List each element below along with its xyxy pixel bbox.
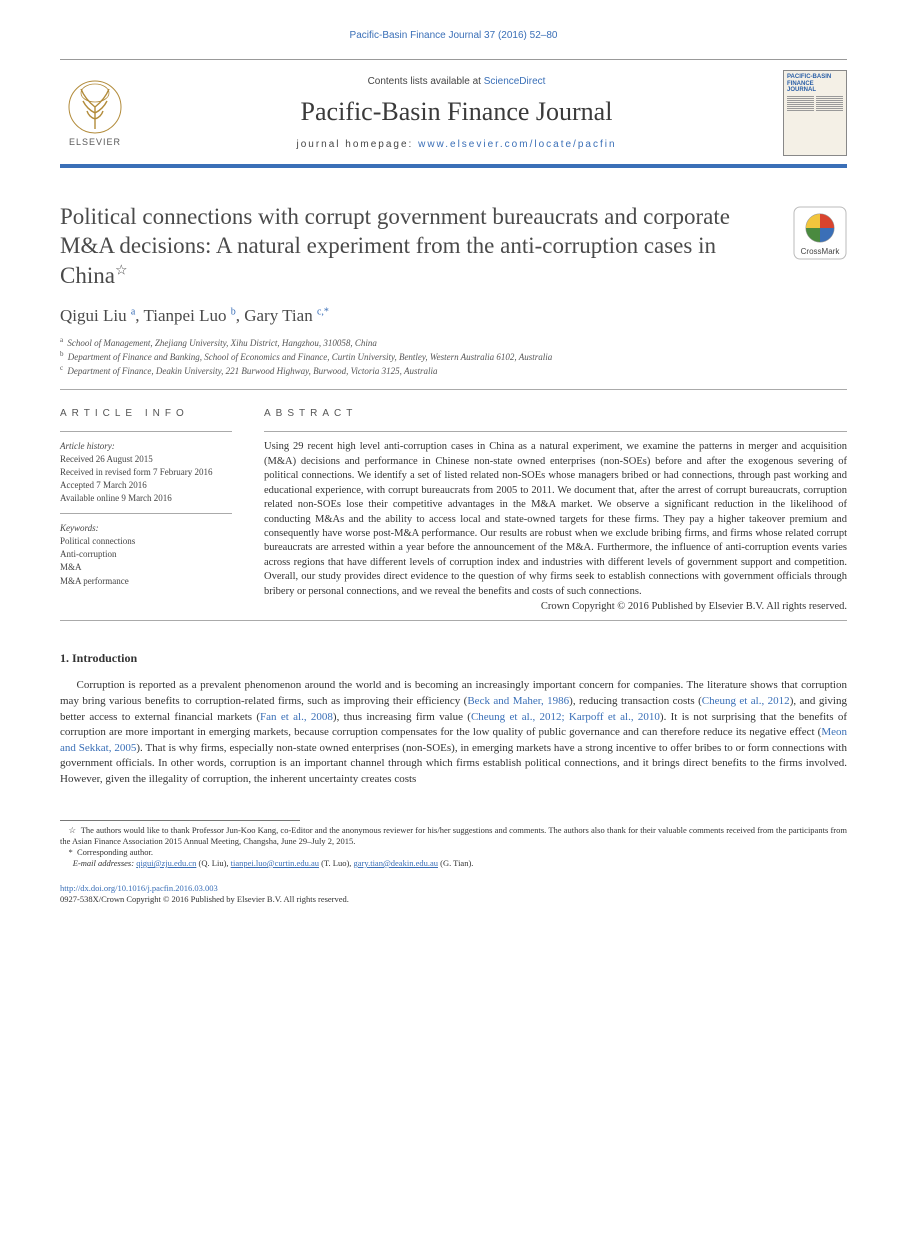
- keywords-label: Keywords:: [60, 522, 232, 535]
- footnote-acknowledgement: ☆ The authors would like to thank Profes…: [60, 825, 847, 847]
- history-revised: Received in revised form 7 February 2016: [60, 466, 232, 479]
- footnote-star-icon: ☆: [69, 825, 77, 835]
- cover-thumb-title: PACIFIC-BASIN FINANCE JOURNAL: [787, 74, 843, 94]
- article-history: Article history: Received 26 August 2015…: [60, 440, 232, 505]
- intro-paragraph: Corruption is reported as a prevalent ph…: [60, 678, 847, 787]
- corresponding-author-marker: *: [324, 307, 329, 318]
- keyword-4: M&A performance: [60, 575, 232, 588]
- affiliation-b: b Department of Finance and Banking, Sch…: [60, 350, 847, 364]
- authors-line: Qigui Liu a, Tianpei Luo b, Gary Tian c,…: [60, 306, 847, 326]
- journal-cover-thumb: PACIFIC-BASIN FINANCE JOURNAL: [783, 70, 847, 156]
- author-2: Tianpei Luo b: [144, 306, 236, 325]
- history-online: Available online 9 March 2016: [60, 492, 232, 505]
- citation-link[interactable]: Fan et al., 2008: [260, 711, 333, 723]
- abstract-label: abstract: [264, 408, 847, 419]
- elsevier-tree-icon: [67, 79, 123, 135]
- footnote-corresponding: * Corresponding author.: [60, 847, 847, 858]
- email-link-1[interactable]: qigui@zju.edu.cn: [136, 858, 196, 868]
- keywords-block: Keywords: Political connections Anti-cor…: [60, 522, 232, 587]
- title-footnote-star: ☆: [115, 263, 128, 278]
- sciencedirect-link[interactable]: ScienceDirect: [484, 76, 546, 87]
- title-text: Political connections with corrupt gover…: [60, 204, 730, 288]
- citation-link[interactable]: Cheung et al., 2012; Karpoff et al., 201…: [471, 711, 660, 723]
- abstract-copyright: Crown Copyright © 2016 Published by Else…: [264, 601, 847, 612]
- issn-rights-line: 0927-538X/Crown Copyright © 2016 Publish…: [60, 894, 349, 904]
- homepage-line: journal homepage: www.elsevier.com/locat…: [142, 139, 771, 150]
- crossmark-label: CrossMark: [801, 247, 841, 256]
- masthead: ELSEVIER Contents lists available at Sci…: [60, 59, 847, 168]
- article-info-label: article info: [60, 408, 232, 419]
- publisher-name: ELSEVIER: [69, 137, 121, 147]
- article-info-column: article info Article history: Received 2…: [60, 408, 232, 612]
- section-1-heading: 1. Introduction: [60, 651, 847, 666]
- affiliation-c: c Department of Finance, Deakin Universi…: [60, 364, 847, 378]
- abstract-text: Using 29 recent high level anti-corrupti…: [264, 440, 847, 599]
- citation-link[interactable]: Beck and Maher, 1986: [467, 695, 569, 707]
- homepage-prefix: journal homepage:: [296, 139, 418, 150]
- elsevier-logo: ELSEVIER: [60, 74, 130, 152]
- masthead-center: Contents lists available at ScienceDirec…: [142, 76, 771, 150]
- article-title: Political connections with corrupt gover…: [60, 202, 773, 290]
- history-accepted: Accepted 7 March 2016: [60, 479, 232, 492]
- author-3: Gary Tian c,*: [244, 306, 329, 325]
- keyword-2: Anti-corruption: [60, 548, 232, 561]
- citation-link[interactable]: Meon and Sekkat, 2005: [60, 726, 847, 754]
- keyword-1: Political connections: [60, 535, 232, 548]
- affiliations: a School of Management, Zhejiang Univers…: [60, 336, 847, 390]
- contents-line: Contents lists available at ScienceDirec…: [142, 76, 771, 87]
- doi-link[interactable]: http://dx.doi.org/10.1016/j.pacfin.2016.…: [60, 883, 218, 893]
- footnote-emails: E-mail addresses: qigui@zju.edu.cn (Q. L…: [60, 858, 847, 869]
- affiliation-a: a School of Management, Zhejiang Univers…: [60, 336, 847, 350]
- history-received: Received 26 August 2015: [60, 453, 232, 466]
- author-1: Qigui Liu a: [60, 306, 135, 325]
- running-head: Pacific-Basin Finance Journal 37 (2016) …: [60, 30, 847, 41]
- crossmark-icon[interactable]: CrossMark: [793, 206, 847, 260]
- doi-block: http://dx.doi.org/10.1016/j.pacfin.2016.…: [60, 883, 847, 905]
- email-link-3[interactable]: gary.tian@deakin.edu.au: [354, 858, 438, 868]
- abstract-column: abstract Using 29 recent high level anti…: [264, 408, 847, 612]
- contents-prefix: Contents lists available at: [368, 76, 484, 87]
- homepage-link[interactable]: www.elsevier.com/locate/pacfin: [418, 139, 616, 150]
- journal-name: Pacific-Basin Finance Journal: [142, 97, 771, 127]
- email-link-2[interactable]: tianpei.luo@curtin.edu.au: [231, 858, 319, 868]
- history-label: Article history:: [60, 440, 232, 453]
- citation-link[interactable]: Cheung et al., 2012: [702, 695, 790, 707]
- keyword-3: M&A: [60, 561, 232, 574]
